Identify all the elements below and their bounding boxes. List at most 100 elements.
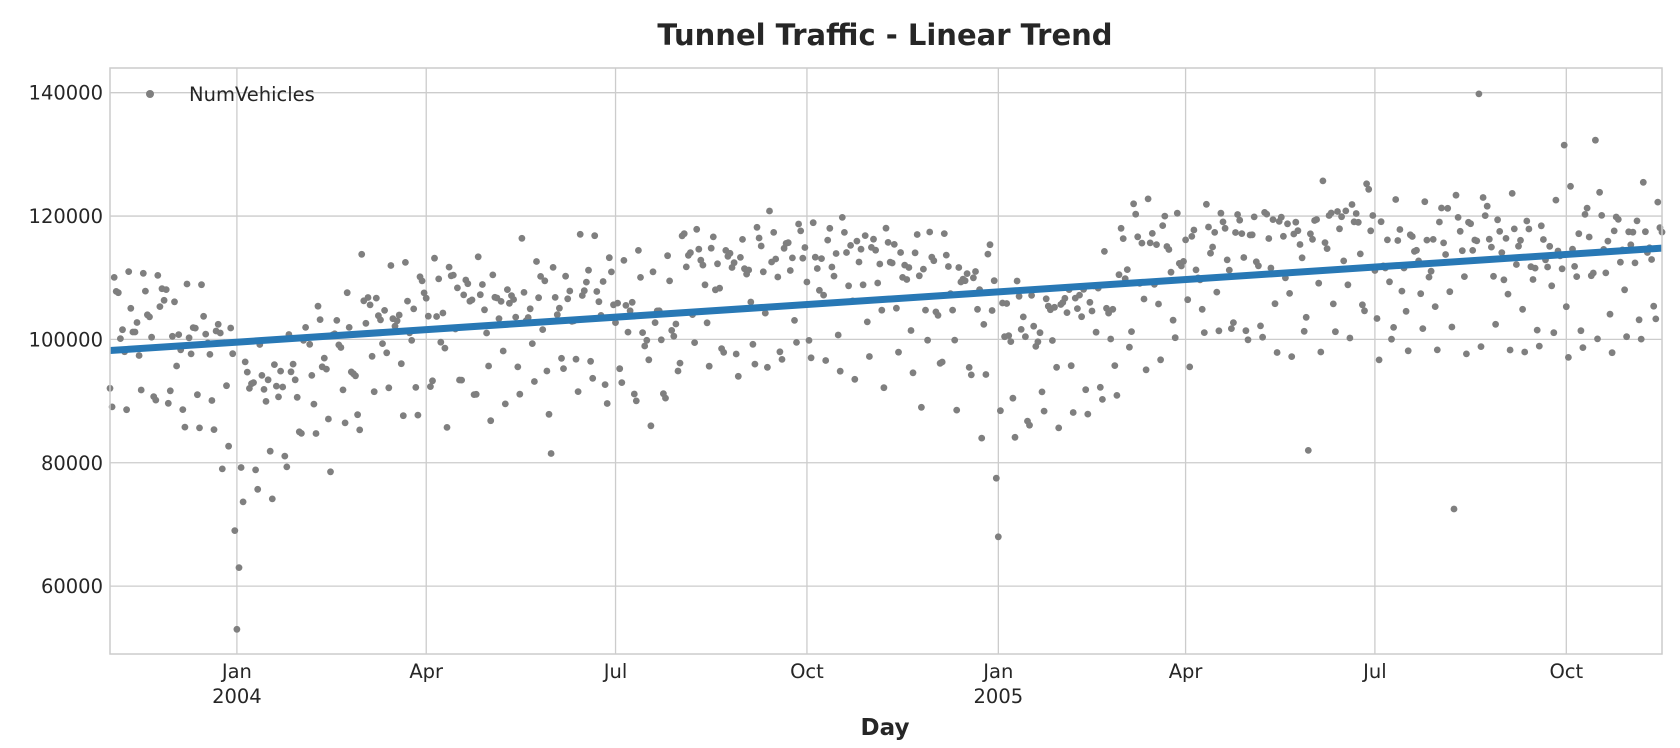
data-point <box>786 267 794 274</box>
data-point <box>1575 230 1583 238</box>
data-point <box>402 259 409 266</box>
data-point <box>990 277 998 285</box>
data-point <box>320 354 328 362</box>
data-point <box>243 368 251 376</box>
data-point <box>747 298 755 306</box>
data-point <box>510 296 517 303</box>
data-point <box>1552 196 1560 204</box>
data-point <box>252 466 259 474</box>
data-point <box>1053 363 1060 371</box>
y-axis: 60000 80000 100000 120000 140000 <box>29 82 103 598</box>
data-point <box>556 304 563 312</box>
data-point <box>1494 216 1501 224</box>
data-point <box>1425 273 1433 281</box>
data-point <box>372 294 380 302</box>
legend-marker-dot <box>146 90 154 98</box>
data-point <box>142 287 149 295</box>
data-point <box>614 299 621 307</box>
data-point <box>1654 198 1662 206</box>
data-point <box>1479 194 1487 201</box>
data-point <box>880 384 888 392</box>
data-point <box>1454 214 1462 221</box>
x-tick-year-label: 2005 <box>974 685 1024 708</box>
data-point <box>381 307 388 314</box>
data-point <box>1223 256 1231 264</box>
data-point <box>1648 256 1655 263</box>
data-point <box>988 307 996 314</box>
data-point <box>1263 210 1271 218</box>
data-point <box>1589 269 1597 277</box>
data-point <box>1049 337 1056 344</box>
data-point <box>198 281 205 289</box>
data-point <box>275 393 282 401</box>
data-point <box>501 400 509 408</box>
data-point <box>1606 310 1614 318</box>
x-tick-label: Apr <box>409 660 444 683</box>
data-point <box>967 371 975 379</box>
data-point <box>1142 366 1150 374</box>
data-point <box>254 485 262 493</box>
data-point <box>1461 273 1468 280</box>
data-point <box>1473 237 1481 245</box>
data-point <box>431 254 438 262</box>
data-point <box>986 241 994 249</box>
data-point <box>1267 264 1275 272</box>
data-point <box>449 271 457 279</box>
data-point <box>1433 346 1441 354</box>
data-point <box>793 339 800 346</box>
data-point <box>799 254 807 262</box>
data-point <box>241 358 249 366</box>
data-point <box>803 278 811 286</box>
data-point <box>543 367 551 375</box>
data-point <box>1365 185 1373 193</box>
data-point <box>1307 230 1314 238</box>
data-point <box>454 284 461 292</box>
data-point <box>273 382 280 390</box>
data-point <box>175 331 183 338</box>
data-point <box>1257 322 1264 330</box>
data-point <box>516 390 524 398</box>
data-point <box>1304 447 1312 454</box>
data-point <box>271 361 278 368</box>
data-point <box>1119 235 1127 243</box>
data-point <box>945 263 952 270</box>
data-point <box>191 324 199 332</box>
data-point <box>1421 198 1429 206</box>
data-point <box>651 319 659 326</box>
data-point <box>368 352 376 360</box>
data-point <box>528 340 536 347</box>
data-point <box>1469 247 1477 254</box>
data-point <box>206 351 214 358</box>
data-point <box>339 386 347 394</box>
y-tick-label: 60000 <box>41 575 103 598</box>
data-point <box>293 393 301 401</box>
data-point <box>809 219 817 227</box>
data-point <box>1573 273 1581 280</box>
data-point <box>791 317 798 324</box>
data-point <box>1627 241 1635 249</box>
data-point <box>1544 263 1551 271</box>
data-point <box>472 390 480 398</box>
data-point <box>1452 191 1460 199</box>
data-point <box>539 326 547 333</box>
data-point <box>836 367 844 375</box>
y-tick-label: 80000 <box>41 452 103 475</box>
data-point <box>772 255 780 263</box>
data-point <box>1238 230 1246 238</box>
data-point <box>1450 505 1458 513</box>
data-point <box>882 224 890 232</box>
data-point <box>1011 433 1019 441</box>
data-point <box>1273 349 1281 356</box>
data-point <box>1585 233 1593 241</box>
data-point <box>1429 236 1437 243</box>
data-point <box>1076 291 1083 299</box>
data-point <box>716 284 723 292</box>
data-point <box>893 304 900 312</box>
data-point <box>1623 333 1630 341</box>
data-point <box>127 304 135 312</box>
data-point <box>818 255 825 262</box>
data-point <box>978 434 986 442</box>
data-point <box>766 207 773 215</box>
data-point <box>911 249 919 257</box>
data-point <box>441 344 449 352</box>
